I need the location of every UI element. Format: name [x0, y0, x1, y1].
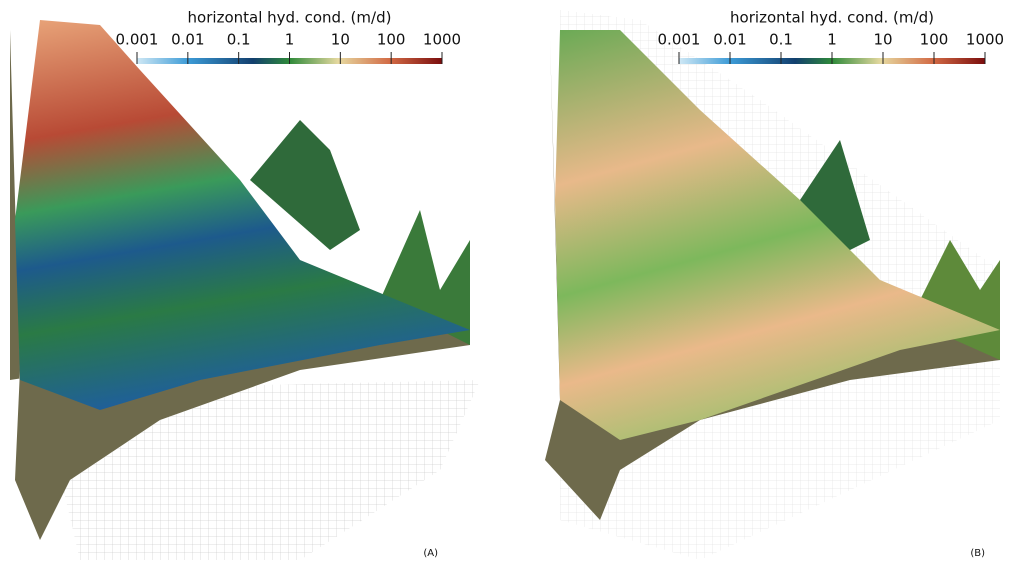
colorbar-tick-label: 0.1 — [769, 31, 793, 49]
colorbar-tick-label: 100 — [377, 31, 406, 49]
colorbar-tick-label: 1 — [285, 31, 295, 49]
colorbar-tick-label: 0.01 — [171, 31, 204, 49]
colorbar: horizontal hyd. cond. (m/d) 0.001 0.01 0.1 1… — [658, 9, 1004, 64]
panel-label: (A) — [423, 548, 438, 559]
colorbar-title: horizontal hyd. cond. (m/d) — [188, 9, 392, 27]
colorbar-tick-label: 0.001 — [658, 31, 701, 49]
colorbar-tick-label: 0.001 — [116, 31, 159, 49]
colorbar-tick-label: 10 — [331, 31, 350, 49]
colorbar-tick-label: 10 — [873, 31, 892, 49]
colorbar: horizontal hyd. cond. (m/d) 0.001 0.01 0.1 1… — [116, 9, 461, 64]
colorbar-title: horizontal hyd. cond. (m/d) — [730, 9, 934, 27]
colorbar-tick-label: 0.1 — [227, 31, 251, 49]
colorbar-tick-label: 0.01 — [713, 31, 746, 49]
panel-label: (B) — [970, 548, 985, 559]
colorbar-tick-label: 1 — [827, 31, 837, 49]
render-a — [10, 20, 480, 560]
colorbar-tick-label: 1000 — [966, 31, 1004, 49]
render-b — [545, 10, 1000, 560]
colorbar-tick-label: 100 — [920, 31, 949, 49]
colorbar-tick-label: 1000 — [423, 31, 461, 49]
